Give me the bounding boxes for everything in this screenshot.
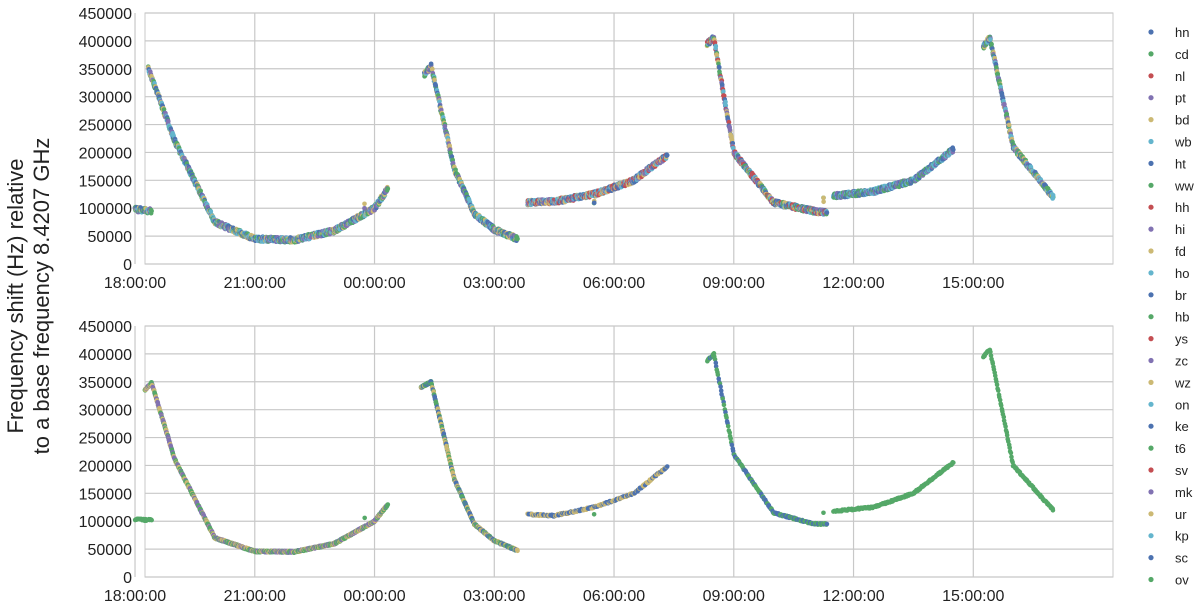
x-tick-label: 09:00:00 <box>703 275 765 292</box>
data-point <box>442 123 448 129</box>
data-point <box>824 210 830 215</box>
data-point <box>988 37 993 42</box>
x-tick-label: 15:00:00 <box>942 275 1004 292</box>
y-axis-label-line-1: Frequency shift (Hz) relative <box>3 158 28 433</box>
y-tick-label: 300000 <box>79 403 132 420</box>
data-point <box>515 236 520 242</box>
y-tick-label: 150000 <box>79 486 132 503</box>
x-tick-label: 21:00:00 <box>224 588 286 605</box>
y-tick-label: 350000 <box>79 62 132 79</box>
data-point <box>664 152 670 158</box>
y-tick-label: 100000 <box>79 201 132 218</box>
y-tick-label: 150000 <box>79 173 132 190</box>
data-point <box>1006 122 1012 128</box>
x-tick-label: 09:00:00 <box>703 588 765 605</box>
data-point <box>362 201 367 207</box>
data-point <box>198 188 204 194</box>
y-tick-label: 250000 <box>79 118 132 135</box>
data-point <box>716 65 722 70</box>
x-tick-label: 06:00:00 <box>583 275 645 292</box>
y-axis-label: Frequency shift (Hz) relative to a base … <box>3 138 54 455</box>
y-tick-label: 400000 <box>79 347 132 364</box>
y-tick-label: 0 <box>123 570 132 587</box>
y-tick-label: 0 <box>123 257 132 274</box>
data-point <box>385 186 391 191</box>
x-tick-label: 03:00:00 <box>463 588 525 605</box>
y-tick-label: 400000 <box>79 34 132 51</box>
y-tick-label: 300000 <box>79 90 132 107</box>
y-tick-label: 450000 <box>79 319 132 336</box>
x-tick-label: 12:00:00 <box>822 275 884 292</box>
y-tick-label: 200000 <box>79 458 132 475</box>
x-tick-label: 00:00:00 <box>343 275 405 292</box>
x-tick-label: 21:00:00 <box>224 275 286 292</box>
top-panel: 0 50000 100000 150000 200000 250000 300000 3500… <box>79 6 1114 292</box>
y-tick-label: 50000 <box>88 229 133 246</box>
y-tick-label: 100000 <box>79 514 132 531</box>
data-point <box>994 65 999 70</box>
data-point <box>362 205 367 211</box>
y-tick-label: 200000 <box>79 145 132 162</box>
data-point <box>727 127 733 133</box>
data-point <box>448 150 453 155</box>
x-tick-label: 15:00:00 <box>942 588 1004 605</box>
data-points <box>132 347 1056 556</box>
x-tick-label: 06:00:00 <box>583 588 645 605</box>
x-tick-label: 03:00:00 <box>463 275 525 292</box>
data-point <box>149 208 154 214</box>
y-tick-label: 350000 <box>79 375 132 392</box>
x-tick-label: 18:00:00 <box>104 588 166 605</box>
data-points <box>132 34 1056 245</box>
data-point <box>713 45 718 51</box>
data-point <box>208 209 214 214</box>
data-point <box>430 66 435 72</box>
x-tick-label: 00:00:00 <box>343 588 405 605</box>
y-tick-label: 450000 <box>79 6 132 23</box>
x-tick-label: 12:00:00 <box>822 588 884 605</box>
y-axis-label-line-2: to a base frequency 8.4207 GHz <box>29 138 54 455</box>
bottom-panel: 0 50000 100000 150000 200000 250000 300000 3500… <box>79 319 1114 605</box>
data-point <box>591 200 597 206</box>
data-point <box>428 61 434 67</box>
data-point <box>719 82 725 87</box>
x-tick-label: 18:00:00 <box>104 275 166 292</box>
data-point <box>951 147 956 152</box>
y-tick-label: 50000 <box>88 542 133 559</box>
data-point <box>821 195 826 201</box>
data-point <box>433 83 439 88</box>
plot-frame <box>144 12 1114 265</box>
data-point <box>714 52 720 57</box>
y-tick-label: 250000 <box>79 431 132 448</box>
data-point <box>161 107 167 112</box>
plot-frame <box>144 325 1114 578</box>
data-point <box>721 89 726 94</box>
data-point <box>1050 195 1056 201</box>
